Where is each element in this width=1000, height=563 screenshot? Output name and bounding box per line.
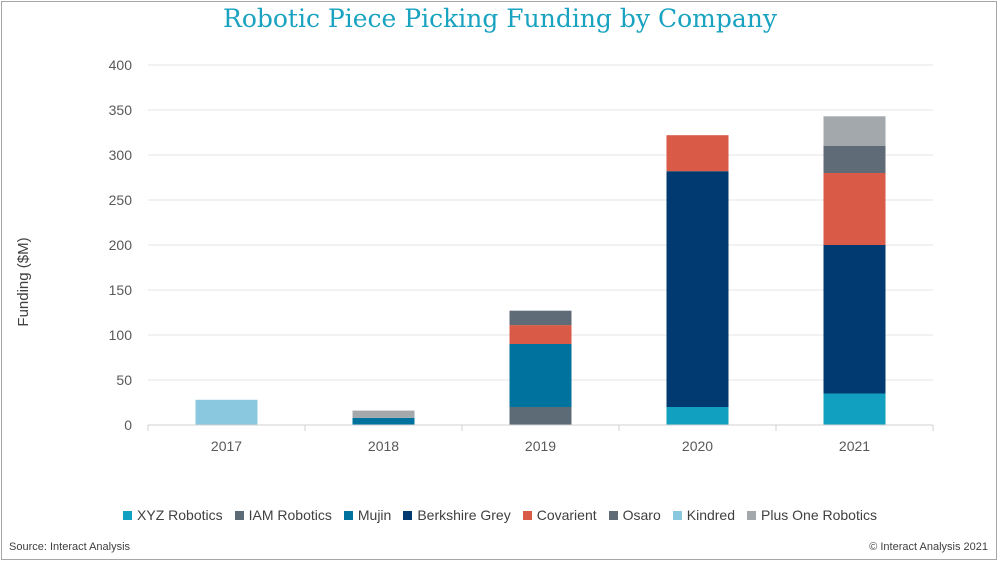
bar-segment: [823, 173, 886, 245]
x-tick-label: 2019: [525, 438, 556, 454]
legend-swatch: [343, 510, 353, 520]
y-tick-label: 400: [109, 57, 133, 73]
legend-swatch: [403, 510, 413, 520]
bar-segment: [509, 325, 572, 344]
legend-item: IAM Robotics: [234, 507, 332, 523]
x-tick-label: 2018: [368, 438, 399, 454]
x-tick-label: 2021: [839, 438, 870, 454]
legend-swatch: [522, 510, 532, 520]
legend-swatch: [123, 510, 133, 520]
legend-label: Plus One Robotics: [761, 507, 877, 523]
y-tick-label: 0: [124, 417, 132, 433]
legend-item: Mujin: [343, 507, 392, 523]
bars: [195, 116, 886, 425]
gridlines: [148, 64, 933, 381]
copyright-note: © Interact Analysis 2021: [869, 541, 988, 553]
bar-segment: [352, 417, 415, 425]
legend-swatch: [672, 510, 682, 520]
bar-segment: [823, 116, 886, 146]
y-tick-label: 250: [109, 192, 133, 208]
axes: 0 50 100 150 200 250 300 350 400 2017 2018 2019 2020…: [109, 57, 934, 454]
legend-item: Osaro: [608, 507, 661, 523]
legend-item: Berkshire Grey: [403, 507, 511, 523]
legend-item: XYZ Robotics: [123, 507, 223, 523]
legend-label: Berkshire Grey: [417, 507, 511, 523]
chart-title: Robotic Piece Picking Funding by Company: [223, 4, 777, 33]
y-tick-label: 350: [109, 102, 133, 118]
y-tick-label: 150: [109, 282, 133, 298]
legend-label: XYZ Robotics: [137, 507, 223, 523]
y-tick-label: 100: [109, 327, 133, 343]
legend-label: Mujin: [357, 507, 392, 523]
legend-item: Kindred: [672, 507, 736, 523]
bar-segment: [509, 344, 572, 407]
x-tick-label: 2020: [682, 438, 713, 454]
bar-segment: [195, 399, 258, 425]
bar-segment: [509, 310, 572, 326]
y-tick-label: 300: [109, 147, 133, 163]
bar-segment: [666, 407, 729, 425]
legend-swatch: [234, 510, 244, 520]
legend-swatch: [747, 510, 757, 520]
y-tick-label: 50: [116, 372, 132, 388]
legend: XYZ Robotics IAM Robotics Mujin Berkshire G…: [0, 507, 1000, 523]
legend-item: Plus One Robotics: [747, 507, 877, 523]
legend-label: Covarient: [536, 507, 597, 523]
legend-label: Kindred: [686, 507, 736, 523]
bar-segment: [823, 245, 886, 394]
bar-segment: [666, 135, 729, 172]
bar-segment: [823, 146, 886, 173]
legend-swatch: [608, 510, 618, 520]
y-axis-label: Funding ($M): [15, 237, 32, 326]
bar-segment: [666, 171, 729, 407]
source-note: Source: Interact Analysis: [9, 541, 131, 553]
x-tick-label: 2017: [211, 438, 242, 454]
legend-label: Osaro: [622, 507, 661, 523]
legend-item: Covarient: [522, 507, 597, 523]
bar-segment: [509, 407, 572, 425]
bar-segment: [823, 393, 886, 425]
legend-label: IAM Robotics: [248, 507, 332, 523]
bar-segment: [352, 410, 415, 418]
y-tick-label: 200: [109, 237, 133, 253]
